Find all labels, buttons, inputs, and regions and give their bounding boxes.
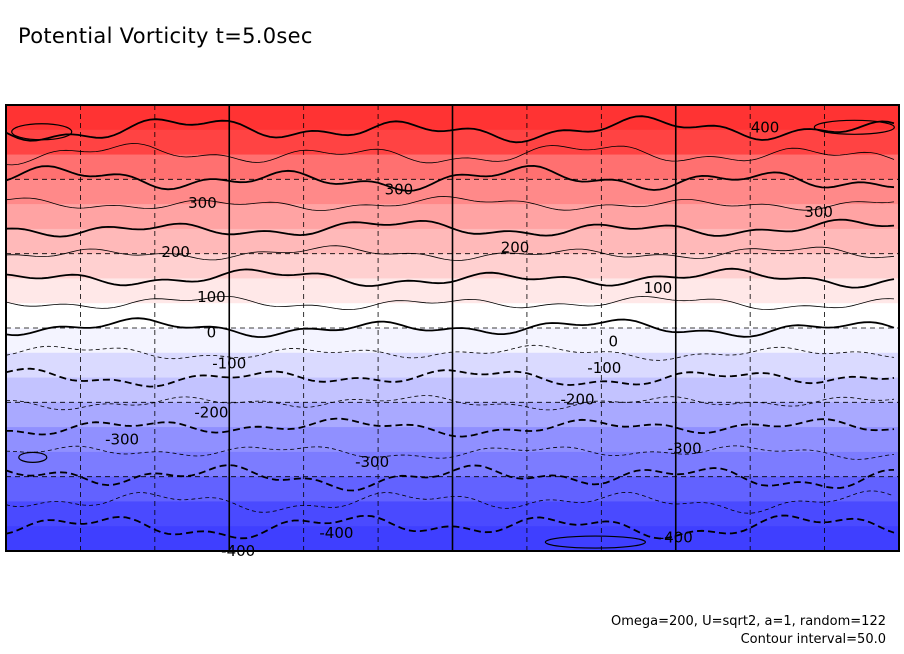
eddy-contour: [544, 535, 646, 549]
contour-labels: 400 300 300 300 200 200 100 100 0 0 -100 -100 -200 -2…: [105, 118, 833, 560]
eddy-contour: [18, 451, 48, 463]
contour-line-pos200: [6, 218, 895, 238]
contour-label: -100: [212, 355, 246, 373]
chart-title: Potential Vorticity t=5.0sec: [18, 24, 313, 48]
contour-line-neg250: [6, 445, 895, 460]
contour-label: -300: [668, 439, 702, 457]
contour-line-pos0: [6, 317, 895, 338]
contour-label: 200: [501, 239, 530, 257]
contour-line-neg400: [6, 514, 895, 540]
contour-line-pos50: [6, 295, 895, 311]
contour-label: -300: [355, 453, 389, 471]
contour-line-pos350: [6, 143, 895, 166]
contour-label: -200: [560, 390, 594, 408]
contour-interval-note: Contour interval=50.0: [740, 632, 886, 647]
contour-line-neg200: [6, 417, 895, 438]
contour-label: -200: [194, 404, 228, 422]
parameters-note: Omega=200, U=sqrt2, a=1, random=122: [610, 614, 886, 629]
contour-line-neg150: [6, 395, 895, 411]
eddy-contour: [813, 119, 895, 135]
contour-label: 400: [751, 118, 780, 136]
contour-line-neg300: [6, 464, 895, 492]
contour-line-pos100: [6, 267, 895, 289]
contour-line-pos300: [6, 164, 895, 192]
eddy-contour: [11, 123, 73, 141]
contour-label: 300: [804, 203, 833, 221]
contour-line-neg50: [6, 344, 895, 361]
contour-line-pos150: [6, 245, 895, 261]
contour-line-neg100: [6, 367, 895, 388]
contour-label: -400: [659, 529, 693, 547]
contour-label: 300: [188, 194, 217, 212]
contour-label: 100: [644, 279, 673, 297]
contour-line-pos400: [6, 115, 895, 144]
contour-line-neg350: [6, 490, 895, 514]
contour-label: -300: [105, 431, 139, 449]
contour-label: 0: [608, 332, 618, 350]
contour-label: 100: [197, 288, 226, 306]
contour-label: 200: [161, 243, 190, 261]
contour-label: 300: [385, 181, 414, 199]
plot-frame: [5, 104, 900, 552]
contour-label: -100: [587, 359, 621, 377]
contour-label: 0: [207, 323, 217, 341]
contour-label: -400: [319, 524, 353, 542]
contour-line-pos250: [6, 196, 895, 211]
contour-lines: [6, 115, 895, 549]
